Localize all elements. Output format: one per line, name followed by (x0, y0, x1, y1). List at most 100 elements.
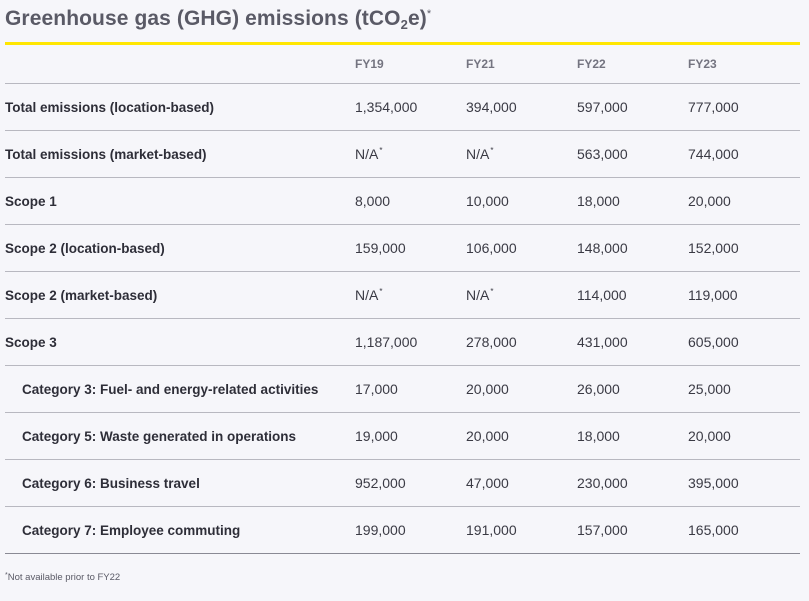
cell-value: 106,000 (466, 240, 517, 256)
header-cell-fy23: FY23 (688, 45, 800, 84)
row-value: 8,000 (355, 177, 466, 225)
cell-value: 230,000 (577, 475, 628, 491)
row-value: 18,000 (577, 412, 688, 460)
row-value: 431,000 (577, 318, 688, 366)
cell-value: 159,000 (355, 240, 406, 256)
footnote: *Not available prior to FY22 (5, 572, 120, 583)
cell-value: 1,354,000 (355, 99, 418, 115)
cell-value: 148,000 (577, 240, 628, 256)
cell-value: 605,000 (688, 334, 739, 350)
row-value: 278,000 (466, 318, 577, 366)
row-value: 1,354,000 (355, 83, 466, 131)
na-asterisk: * (490, 287, 494, 296)
title-tail: e) (407, 7, 427, 30)
footnote-marker: * (5, 572, 8, 579)
row-value: 165,000 (688, 506, 800, 554)
row-value: 952,000 (355, 459, 466, 507)
row-value: 191,000 (466, 506, 577, 554)
table-row: Scope 2 (market-based) N/A* N/A* 114,000 119… (5, 271, 800, 319)
row-value: N/A* (355, 130, 466, 178)
page-title: Greenhouse gas (GHG) emissions (tCO2e)* (5, 7, 431, 32)
table-row: Scope 1 8,000 10,000 18,000 20,000 (5, 177, 800, 225)
row-value: 157,000 (577, 506, 688, 554)
row-value: 152,000 (688, 224, 800, 272)
cell-value: 26,000 (577, 381, 620, 397)
table-row: Category 3: Fuel- and energy-related act… (5, 365, 800, 413)
cell-value: N/A (466, 146, 490, 162)
cell-value: 20,000 (688, 428, 731, 444)
row-value: 17,000 (355, 365, 466, 413)
row-label: Category 7: Employee commuting (5, 506, 355, 554)
cell-value: 431,000 (577, 334, 628, 350)
row-value: 18,000 (577, 177, 688, 225)
row-label: Scope 2 (market-based) (5, 271, 355, 319)
row-value: 20,000 (466, 365, 577, 413)
na-asterisk: * (490, 146, 494, 155)
row-value: 777,000 (688, 83, 800, 131)
cell-value: 152,000 (688, 240, 739, 256)
cell-value: N/A (355, 287, 379, 303)
title-asterisk: * (426, 8, 432, 20)
row-label: Total emissions (location-based) (5, 83, 355, 131)
cell-value: 777,000 (688, 99, 739, 115)
cell-value: 18,000 (577, 193, 620, 209)
cell-value: 952,000 (355, 475, 406, 491)
row-value: 1,187,000 (355, 318, 466, 366)
row-value: N/A* (466, 271, 577, 319)
header-cell-fy21: FY21 (466, 45, 577, 84)
cell-value: 278,000 (466, 334, 517, 350)
row-label: Category 6: Business travel (5, 459, 355, 507)
cell-value: 395,000 (688, 475, 739, 491)
na-asterisk: * (379, 146, 383, 155)
row-value: 597,000 (577, 83, 688, 131)
cell-value: 20,000 (688, 193, 731, 209)
cell-value: 744,000 (688, 146, 739, 162)
cell-value: N/A (466, 287, 490, 303)
row-value: 230,000 (577, 459, 688, 507)
cell-value: 199,000 (355, 522, 406, 538)
row-value: 119,000 (688, 271, 800, 319)
table-row: Category 7: Employee commuting 199,000 191… (5, 506, 800, 554)
cell-value: 191,000 (466, 522, 517, 538)
title-underline (5, 42, 800, 45)
header-row: FY19 FY21 FY22 FY23 (5, 45, 800, 84)
row-value: 395,000 (688, 459, 800, 507)
table-row: Scope 2 (location-based) 159,000 106,000 14… (5, 224, 800, 272)
row-label: Category 3: Fuel- and energy-related act… (5, 365, 355, 413)
cell-value: 157,000 (577, 522, 628, 538)
na-asterisk: * (379, 287, 383, 296)
row-value: 199,000 (355, 506, 466, 554)
cell-value: 18,000 (577, 428, 620, 444)
row-value: N/A* (355, 271, 466, 319)
row-value: 148,000 (577, 224, 688, 272)
table-row: Total emissions (market-based) N/A* N/A* 56… (5, 130, 800, 178)
cell-value: 47,000 (466, 475, 509, 491)
table-row: Total emissions (location-based) 1,354,00… (5, 83, 800, 131)
header-cell-fy22: FY22 (577, 45, 688, 84)
row-value: 26,000 (577, 365, 688, 413)
row-value: 10,000 (466, 177, 577, 225)
row-value: 159,000 (355, 224, 466, 272)
row-value: 20,000 (688, 412, 800, 460)
row-label: Total emissions (market-based) (5, 130, 355, 178)
cell-value: 1,187,000 (355, 334, 418, 350)
cell-value: 20,000 (466, 381, 509, 397)
table-body: Total emissions (location-based) 1,354,00… (5, 83, 800, 554)
row-value: 19,000 (355, 412, 466, 460)
cell-value: 597,000 (577, 99, 628, 115)
cell-value: 8,000 (355, 193, 391, 209)
footnote-text: Not available prior to FY22 (7, 572, 121, 583)
row-label: Scope 3 (5, 318, 355, 366)
cell-value: 25,000 (688, 381, 731, 397)
row-value: 605,000 (688, 318, 800, 366)
row-label: Scope 2 (location-based) (5, 224, 355, 272)
row-value: 106,000 (466, 224, 577, 272)
cell-value: 20,000 (466, 428, 509, 444)
row-value: 394,000 (466, 83, 577, 131)
cell-value: 19,000 (355, 428, 398, 444)
row-value: 47,000 (466, 459, 577, 507)
row-label: Category 5: Waste generated in operation… (5, 412, 355, 460)
cell-value: 10,000 (466, 193, 509, 209)
cell-value: 563,000 (577, 146, 628, 162)
title-subscript: 2 (400, 17, 408, 32)
